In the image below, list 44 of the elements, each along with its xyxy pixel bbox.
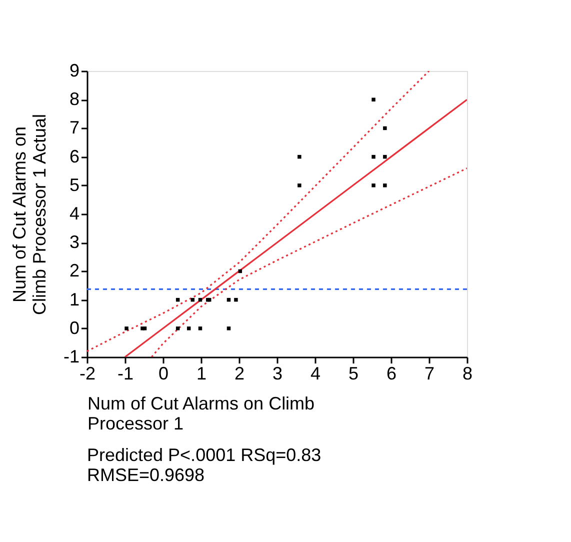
- point: [383, 184, 387, 188]
- y-tick-label: -1: [63, 346, 80, 366]
- y-tick-label: 7: [69, 118, 80, 138]
- y-tick-label: 2: [69, 260, 80, 281]
- x-tick-label: 4: [310, 364, 321, 384]
- point: [383, 126, 387, 130]
- x-tick-label: 3: [272, 364, 283, 384]
- point: [298, 154, 302, 159]
- point: [198, 326, 202, 330]
- point: [142, 326, 147, 330]
- x-tick-label: -1: [117, 364, 134, 384]
- y-tick-label: 3: [69, 232, 80, 252]
- point: [176, 326, 180, 330]
- point: [124, 326, 128, 330]
- x-tick-label: -2: [79, 364, 96, 384]
- point: [372, 184, 376, 188]
- point: [383, 154, 387, 159]
- y-tick-label: 6: [69, 146, 80, 166]
- x-axis-title: Num of Cut Alarms on Climb Processor 1: [88, 394, 315, 434]
- y-tick-label: 4: [69, 204, 80, 224]
- x-tick-label: 2: [234, 364, 245, 384]
- x-tick-label: 6: [386, 364, 397, 384]
- x-tick-label: 0: [158, 364, 169, 384]
- point: [298, 184, 302, 188]
- y-tick-label: 1: [69, 289, 80, 310]
- y-tick-label: 8: [69, 89, 80, 110]
- line-series: [87, 71, 430, 352]
- text: Predicted P<.0001 RSq=0.83: [87, 445, 322, 465]
- point: [186, 326, 191, 330]
- point: [372, 98, 376, 102]
- x-tick-label: 7: [424, 364, 435, 384]
- x-tick-label: 1: [196, 364, 207, 384]
- point: [234, 298, 238, 302]
- y-axis-title: Num of Cut Alarms on Climb Processor 1 Actual: [9, 114, 50, 316]
- point: [372, 154, 376, 159]
- x-tick-label: 8: [462, 364, 473, 384]
- text: RMSE=0.9698: [87, 465, 205, 485]
- line-series: [150, 167, 467, 357]
- x-tick-label: 5: [348, 364, 359, 384]
- line-series: [124, 98, 467, 357]
- y-tick-label: 5: [69, 174, 80, 195]
- y-tick-label: 0: [69, 318, 80, 338]
- y-tick-label: 9: [69, 60, 80, 80]
- point: [226, 326, 231, 330]
